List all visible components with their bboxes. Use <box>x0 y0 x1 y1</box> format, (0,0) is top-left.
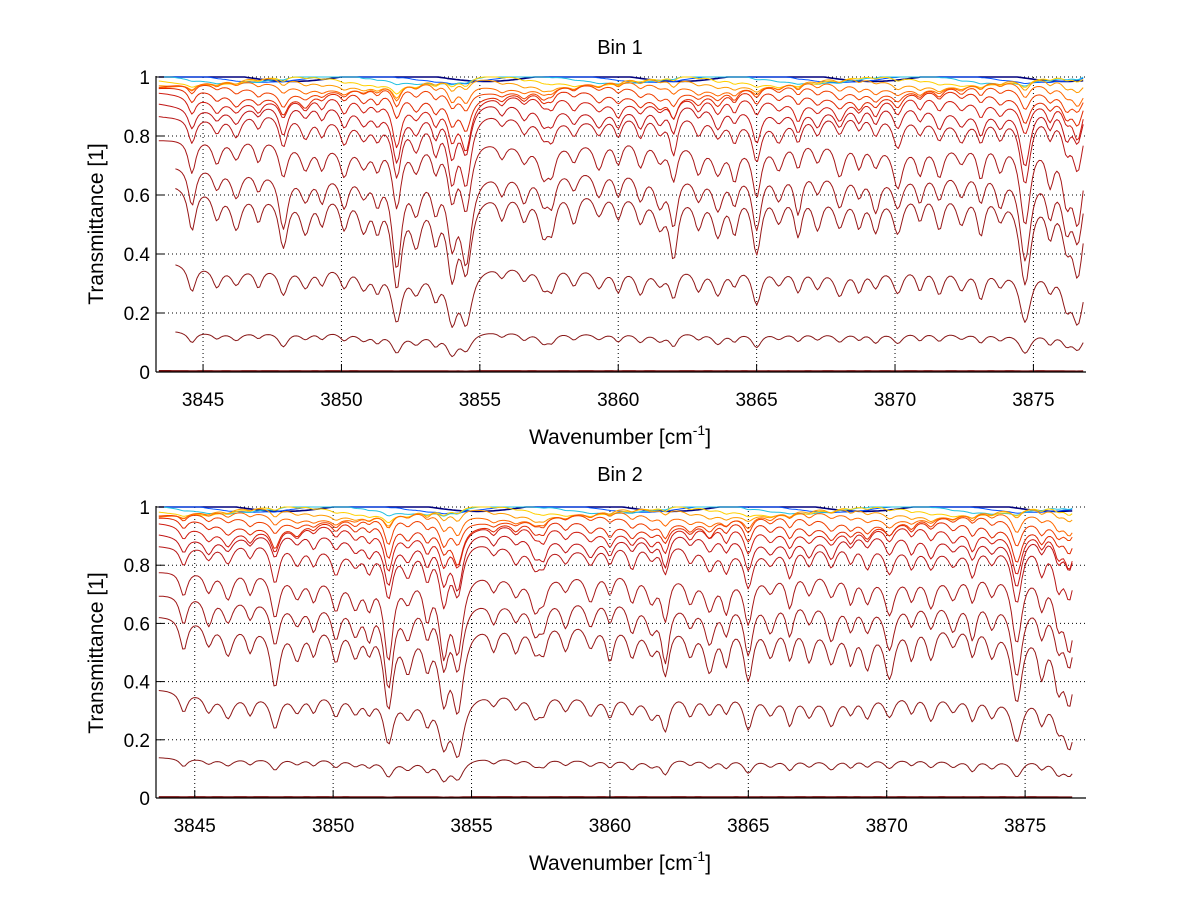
spectrum-curve-11 <box>158 116 1084 187</box>
spectrum-curve-11 <box>158 546 1073 610</box>
spectrum-curve-5 <box>158 508 1073 527</box>
x-axis-label-superscript: -1 <box>693 848 706 864</box>
x-axis-label: Wavenumber [cm-1] <box>529 848 711 875</box>
axes <box>155 76 1086 373</box>
x-axis-label-superscript: -1 <box>693 422 706 438</box>
y-tick-label: 0.4 <box>124 673 151 694</box>
spectrum-curve-6 <box>158 512 1073 537</box>
x-tick-label: 3865 <box>735 390 777 411</box>
subplot-bin-2: Bin 2 3845 3850 3855 3860 3865 3870 3875 00.20… <box>85 464 1086 875</box>
spectrum-curve-7 <box>158 84 1084 113</box>
spectrum-curve-9 <box>158 523 1073 575</box>
y-tick-labels: 0 0.2 0.4 0.6 0.8 1 <box>124 498 151 810</box>
y-tick-label: 0 <box>139 363 150 384</box>
spectra-curves <box>158 506 1073 799</box>
spectrum-curve-15 <box>158 690 1073 758</box>
spectrum-curve-12 <box>158 572 1073 662</box>
y-tick-label: 0.6 <box>124 186 150 207</box>
y-tick-label: 0.2 <box>124 731 150 752</box>
spectrum-curve-14 <box>175 188 1084 289</box>
spectrum-curve-9 <box>158 92 1084 152</box>
subplot-title: Bin 2 <box>597 464 643 486</box>
spectra-curves <box>158 76 1084 373</box>
spectrum-curve-16 <box>158 757 1073 783</box>
y-tick-label: 0 <box>139 789 150 810</box>
spectrum-curve-8 <box>158 517 1073 566</box>
x-tick-label: 3850 <box>320 390 362 411</box>
x-tick-label: 3870 <box>866 816 908 837</box>
spectrum-curve-7 <box>158 514 1073 548</box>
x-tick-label: 3860 <box>597 390 639 411</box>
x-tick-label: 3855 <box>459 390 501 411</box>
x-tick-label: 3860 <box>589 816 631 837</box>
x-tick-labels: 3845 3850 3855 3860 3865 3870 3875 <box>182 390 1055 411</box>
x-axis-label-text: Wavenumber [cm <box>529 426 693 449</box>
y-axis-label: Transmittance [1] <box>85 143 108 304</box>
spectrum-curve-13 <box>158 595 1073 689</box>
x-tick-label: 3845 <box>174 816 216 837</box>
spectrum-curve-15 <box>175 264 1084 328</box>
axes <box>155 506 1086 799</box>
spectrum-curve-13 <box>175 168 1084 268</box>
y-tick-label: 0.8 <box>124 556 150 577</box>
spectrum-curve-8 <box>158 87 1084 132</box>
spectrum-curve-12 <box>158 140 1084 227</box>
x-tick-label: 3875 <box>1004 816 1046 837</box>
x-tick-label: 3845 <box>182 390 224 411</box>
spectrum-curve-6 <box>158 82 1084 107</box>
spectrum-curve-4 <box>158 76 1084 95</box>
subplot-title: Bin 1 <box>597 37 643 59</box>
spectrum-curve-10 <box>158 534 1073 592</box>
spectrum-curve-17 <box>158 796 1073 799</box>
spectrum-curve-17 <box>158 369 1084 373</box>
x-axis-label-suffix: ] <box>705 852 711 875</box>
y-tick-label: 0.8 <box>124 127 150 148</box>
spectrum-curve-5 <box>158 78 1084 99</box>
y-tick-label: 0.6 <box>124 614 150 635</box>
spectrum-curve-16 <box>175 331 1084 358</box>
x-axis-label: Wavenumber [cm-1] <box>529 422 711 449</box>
y-tick-label: 1 <box>139 498 150 519</box>
x-tick-label: 3875 <box>1012 390 1054 411</box>
y-tick-labels: 0 0.2 0.4 0.6 0.8 1 <box>124 68 151 384</box>
y-tick-label: 0.4 <box>124 245 151 266</box>
x-tick-label: 3870 <box>874 390 916 411</box>
x-axis-label-text: Wavenumber [cm <box>529 852 693 875</box>
x-tick-label: 3850 <box>312 816 354 837</box>
x-tick-label: 3855 <box>450 816 492 837</box>
x-axis-label-suffix: ] <box>705 426 711 449</box>
x-tick-labels: 3845 3850 3855 3860 3865 3870 3875 <box>174 816 1047 837</box>
subplot-bin-1: Bin 1 3845 3850 3855 3860 3865 3870 3875 00.20… <box>85 37 1086 449</box>
spectrum-curve-10 <box>158 103 1084 167</box>
spectrum-curve-14 <box>158 617 1073 715</box>
x-tick-label: 3865 <box>727 816 769 837</box>
y-axis-label: Transmittance [1] <box>85 572 108 733</box>
y-tick-label: 0.2 <box>124 304 150 325</box>
y-tick-label: 1 <box>139 68 150 89</box>
